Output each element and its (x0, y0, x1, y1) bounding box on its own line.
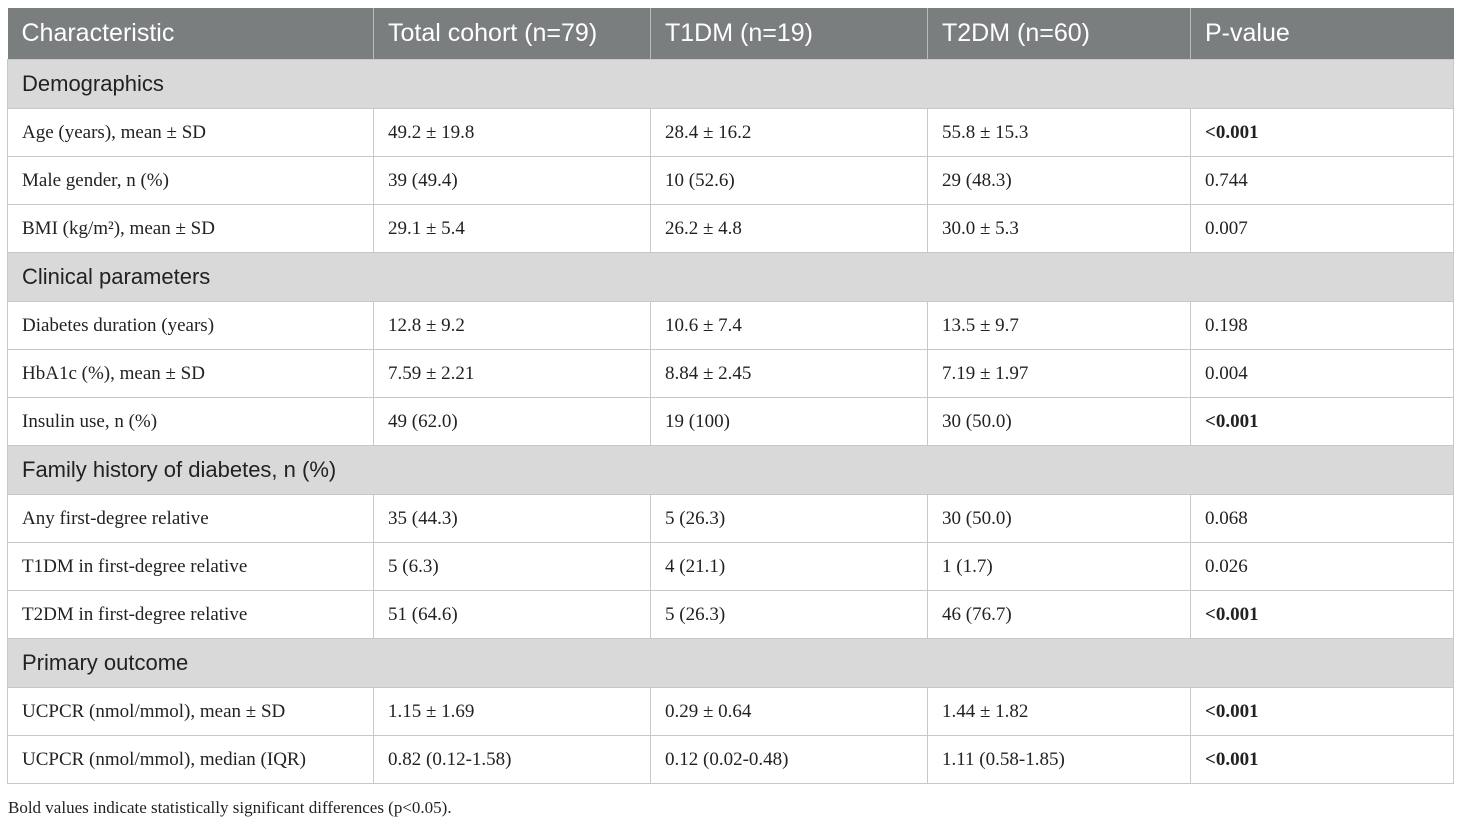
cell-t2dm: 30 (50.0) (927, 397, 1191, 446)
column-header-total-cohort: Total cohort (n=79) (373, 8, 651, 60)
table-footnote: Bold values indicate statistically signi… (8, 798, 452, 817)
cell-t2dm: 1 (1.7) (927, 542, 1191, 591)
cell-characteristic: BMI (kg/m²), mean ± SD (7, 204, 374, 253)
cell-p-value: <0.001 (1190, 590, 1454, 639)
cell-characteristic: Insulin use, n (%) (7, 397, 374, 446)
cell-characteristic: Any first-degree relative (7, 494, 374, 543)
cell-t1dm: 26.2 ± 4.8 (650, 204, 928, 253)
cell-total-cohort: 29.1 ± 5.4 (373, 204, 651, 253)
section-title: Clinical parameters (7, 252, 1454, 302)
cell-t2dm: 7.19 ± 1.97 (927, 349, 1191, 398)
table-body: Demographics Age (years), mean ± SD 49.2 ±… (7, 59, 1454, 784)
table-row: T2DM in first-degree relative 51 (64.6) 5 … (7, 590, 1454, 639)
cell-t1dm: 5 (26.3) (650, 590, 928, 639)
cell-t1dm: 5 (26.3) (650, 494, 928, 543)
column-header-p-value: P-value (1190, 8, 1454, 60)
table-row: BMI (kg/m²), mean ± SD 29.1 ± 5.4 26.2 ± 4… (7, 204, 1454, 253)
column-header-t2dm: T2DM (n=60) (927, 8, 1191, 60)
cell-total-cohort: 49 (62.0) (373, 397, 651, 446)
cell-total-cohort: 1.15 ± 1.69 (373, 687, 651, 736)
cell-t2dm: 13.5 ± 9.7 (927, 301, 1191, 350)
cell-p-value: 0.026 (1190, 542, 1454, 591)
cell-t1dm: 0.29 ± 0.64 (650, 687, 928, 736)
cell-t1dm: 0.12 (0.02-0.48) (650, 735, 928, 784)
cell-p-value: <0.001 (1190, 397, 1454, 446)
cell-characteristic: UCPCR (nmol/mmol), mean ± SD (7, 687, 374, 736)
table-row: Male gender, n (%) 39 (49.4) 10 (52.6) 29 (… (7, 156, 1454, 205)
cell-t1dm: 28.4 ± 16.2 (650, 108, 928, 157)
cell-t2dm: 1.11 (0.58-1.85) (927, 735, 1191, 784)
section-row: Clinical parameters (7, 252, 1454, 302)
table-row: Insulin use, n (%) 49 (62.0) 19 (100) 30 (5… (7, 397, 1454, 446)
cell-p-value: 0.744 (1190, 156, 1454, 205)
cell-characteristic: Male gender, n (%) (7, 156, 374, 205)
cell-t1dm: 10.6 ± 7.4 (650, 301, 928, 350)
cell-t1dm: 19 (100) (650, 397, 928, 446)
section-row: Family history of diabetes, n (%) (7, 445, 1454, 495)
cell-total-cohort: 12.8 ± 9.2 (373, 301, 651, 350)
characteristics-table: Characteristic Total cohort (n=79) T1DM … (7, 8, 1454, 784)
cell-total-cohort: 35 (44.3) (373, 494, 651, 543)
cell-characteristic: HbA1c (%), mean ± SD (7, 349, 374, 398)
cell-total-cohort: 7.59 ± 2.21 (373, 349, 651, 398)
cell-t2dm: 1.44 ± 1.82 (927, 687, 1191, 736)
cell-t1dm: 8.84 ± 2.45 (650, 349, 928, 398)
header-row: Characteristic Total cohort (n=79) T1DM … (7, 8, 1454, 60)
column-header-characteristic: Characteristic (7, 8, 374, 60)
section-title: Family history of diabetes, n (%) (7, 445, 1454, 495)
cell-total-cohort: 49.2 ± 19.8 (373, 108, 651, 157)
table-row: Age (years), mean ± SD 49.2 ± 19.8 28.4 ± … (7, 108, 1454, 157)
table-row: T1DM in first-degree relative 5 (6.3) 4 (2… (7, 542, 1454, 591)
cell-p-value: <0.001 (1190, 687, 1454, 736)
cell-t1dm: 10 (52.6) (650, 156, 928, 205)
table-header: Characteristic Total cohort (n=79) T1DM … (7, 8, 1454, 60)
cell-p-value: 0.004 (1190, 349, 1454, 398)
cell-t2dm: 55.8 ± 15.3 (927, 108, 1191, 157)
cell-total-cohort: 39 (49.4) (373, 156, 651, 205)
cell-p-value: 0.007 (1190, 204, 1454, 253)
cell-total-cohort: 5 (6.3) (373, 542, 651, 591)
cell-total-cohort: 51 (64.6) (373, 590, 651, 639)
cell-t1dm: 4 (21.1) (650, 542, 928, 591)
characteristics-table-container: Characteristic Total cohort (n=79) T1DM … (7, 8, 1454, 784)
section-title: Demographics (7, 59, 1454, 109)
table-row: Any first-degree relative 35 (44.3) 5 (26.… (7, 494, 1454, 543)
column-header-t1dm: T1DM (n=19) (650, 8, 928, 60)
table-row: Diabetes duration (years) 12.8 ± 9.2 10.6 … (7, 301, 1454, 350)
cell-characteristic: T2DM in first-degree relative (7, 590, 374, 639)
cell-t2dm: 29 (48.3) (927, 156, 1191, 205)
cell-total-cohort: 0.82 (0.12-1.58) (373, 735, 651, 784)
cell-p-value: <0.001 (1190, 735, 1454, 784)
section-row: Primary outcome (7, 638, 1454, 688)
cell-p-value: 0.198 (1190, 301, 1454, 350)
table-row: UCPCR (nmol/mmol), median (IQR) 0.82 (0.1… (7, 735, 1454, 784)
cell-p-value: 0.068 (1190, 494, 1454, 543)
cell-t2dm: 46 (76.7) (927, 590, 1191, 639)
cell-characteristic: Diabetes duration (years) (7, 301, 374, 350)
cell-p-value: <0.001 (1190, 108, 1454, 157)
cell-characteristic: UCPCR (nmol/mmol), median (IQR) (7, 735, 374, 784)
cell-characteristic: T1DM in first-degree relative (7, 542, 374, 591)
table-row: UCPCR (nmol/mmol), mean ± SD 1.15 ± 1.69 0… (7, 687, 1454, 736)
cell-t2dm: 30.0 ± 5.3 (927, 204, 1191, 253)
section-title: Primary outcome (7, 638, 1454, 688)
section-row: Demographics (7, 59, 1454, 109)
cell-t2dm: 30 (50.0) (927, 494, 1191, 543)
table-row: HbA1c (%), mean ± SD 7.59 ± 2.21 8.84 ± 2.… (7, 349, 1454, 398)
cell-characteristic: Age (years), mean ± SD (7, 108, 374, 157)
